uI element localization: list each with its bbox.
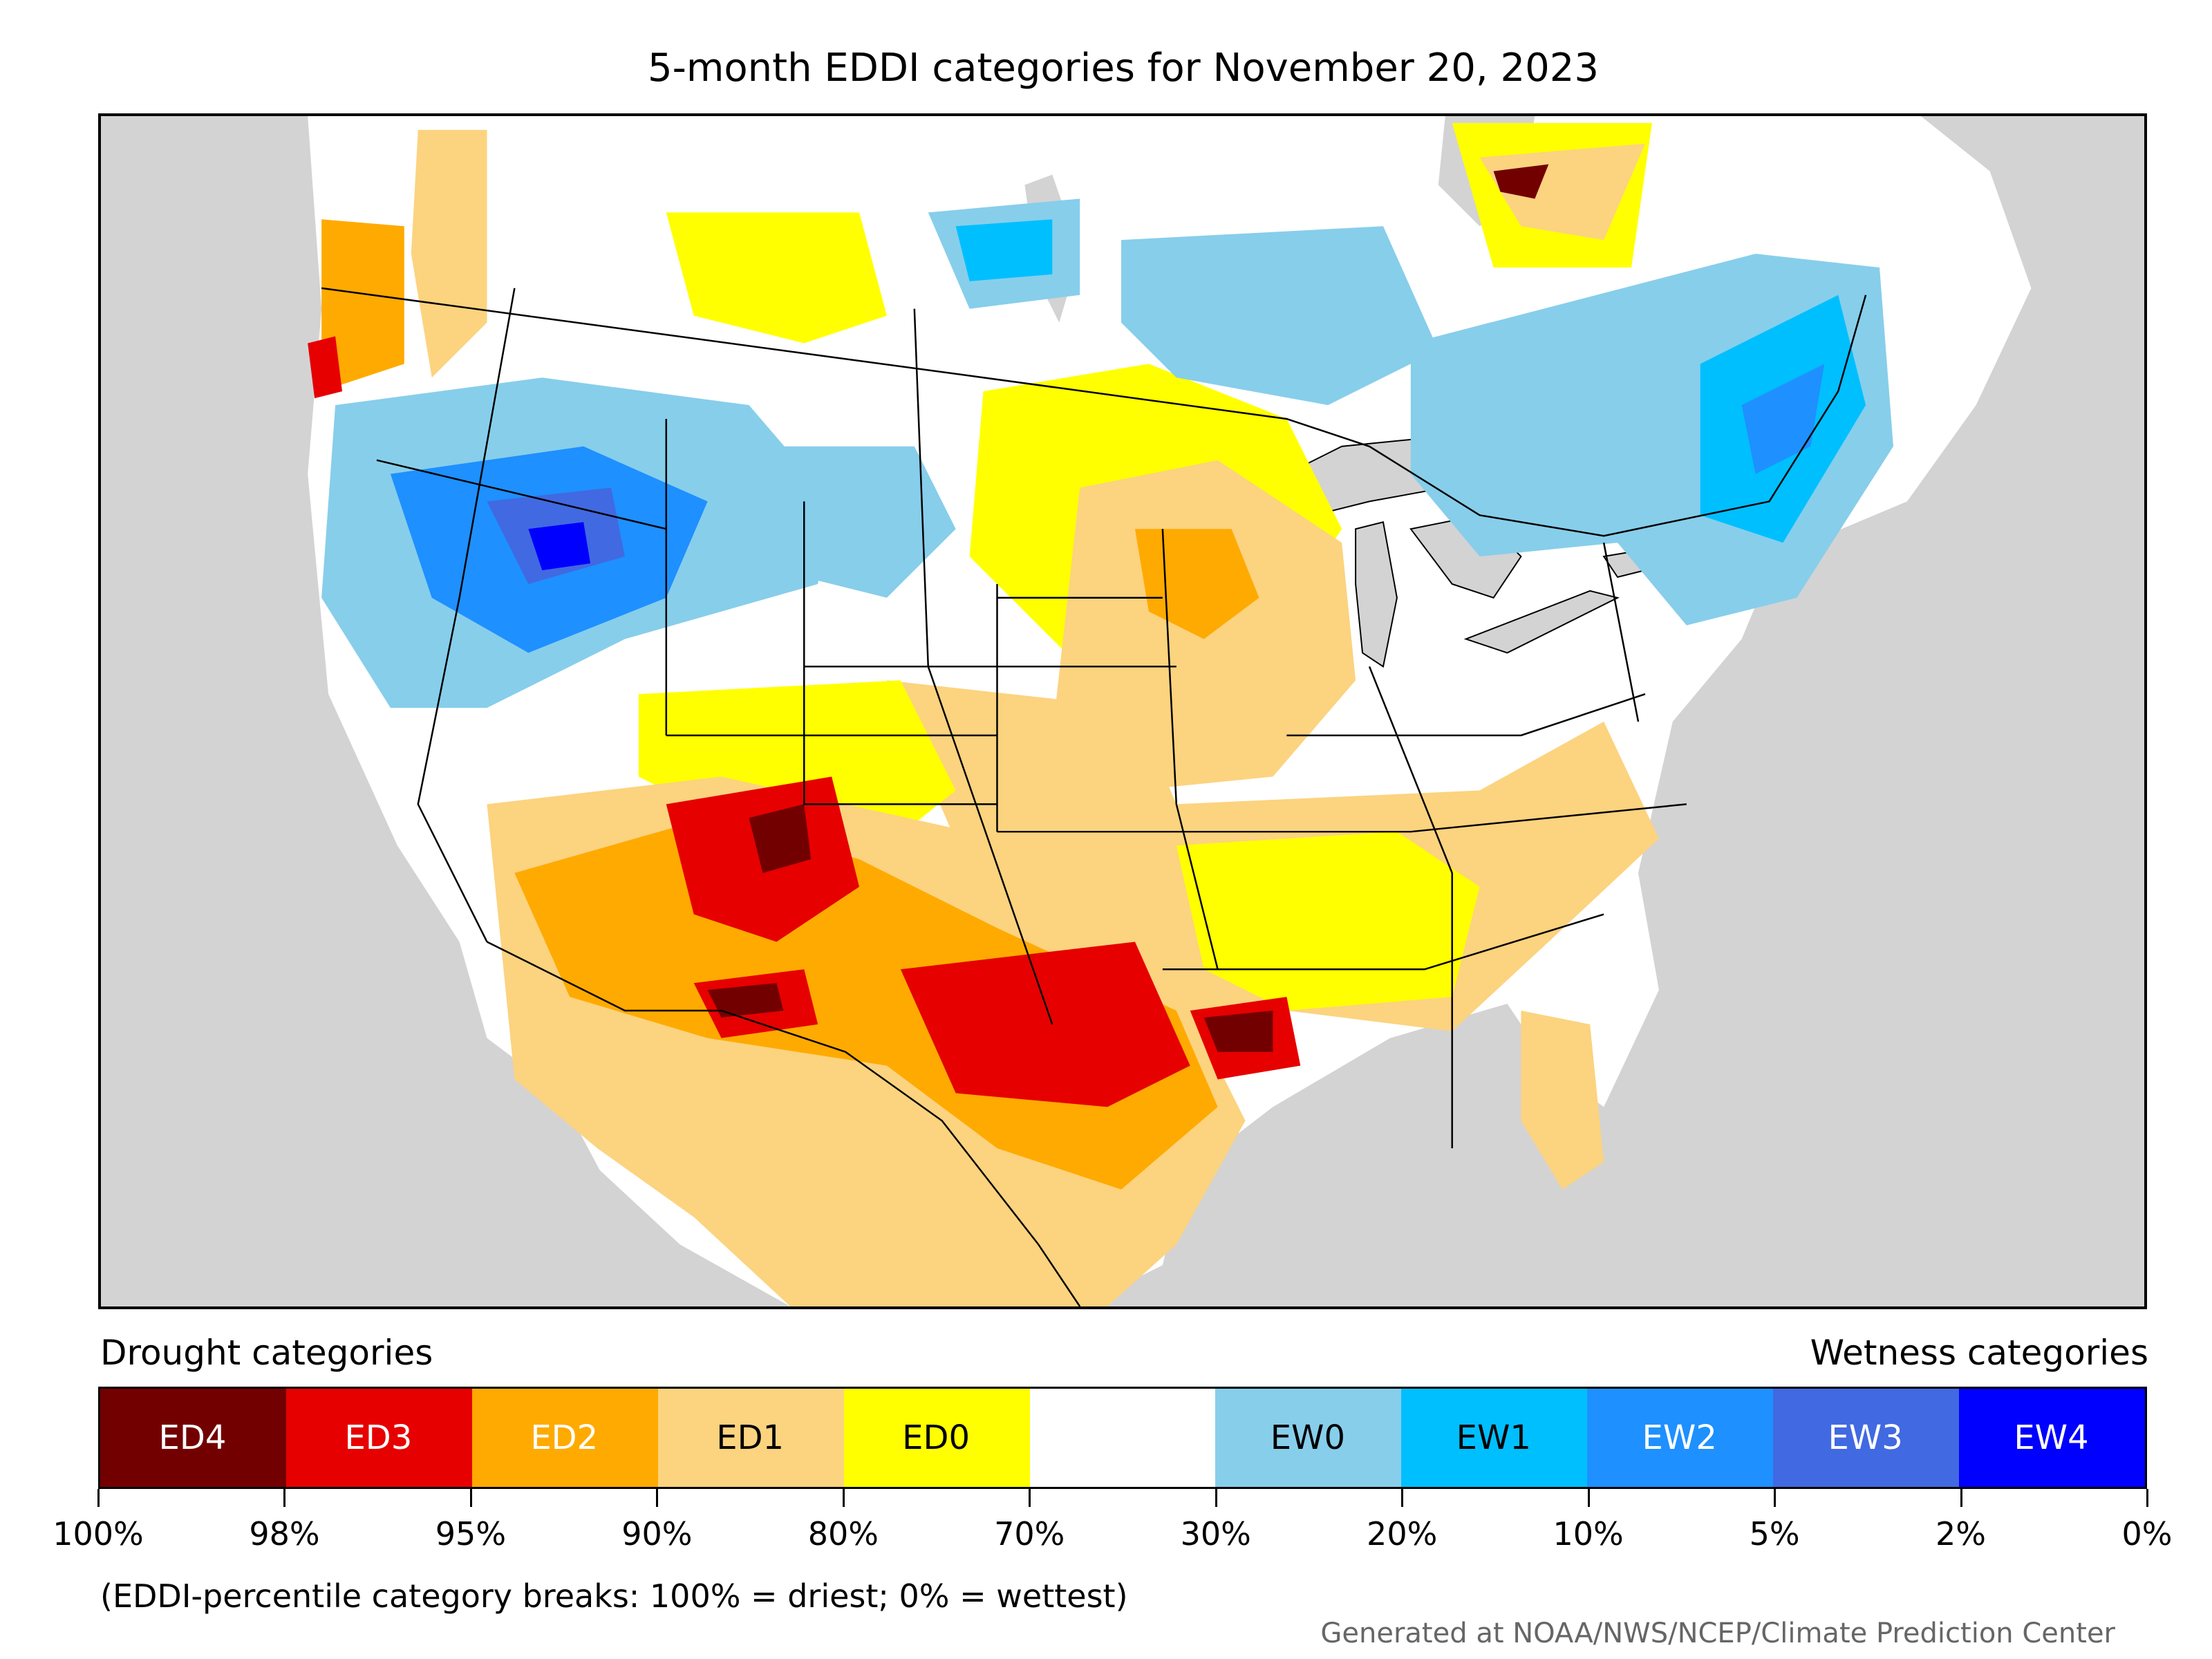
lake-michigan (1355, 521, 1398, 668)
drought-regions (308, 122, 1659, 1306)
category-footnote: (EDDI-percentile category breaks: 100% =… (100, 1577, 1128, 1615)
legend-break-label: 30% (1180, 1515, 1251, 1553)
legend-tick (842, 1489, 845, 1507)
boundaries (321, 287, 1867, 1306)
drought-categories-heading: Drought categories (100, 1333, 433, 1373)
legend-break-label: 70% (994, 1515, 1065, 1553)
legend-cell-ew3: EW3 (1773, 1389, 1960, 1487)
lake-erie (1463, 590, 1620, 654)
wetness-categories-heading: Wetness categories (1810, 1333, 2148, 1373)
legend-break-label: 2% (1936, 1515, 1987, 1553)
legend-tick (1401, 1489, 1404, 1507)
legend-tick (1029, 1489, 1031, 1507)
legend-break-label: 98% (249, 1515, 320, 1553)
legend-break-label: 0% (2121, 1515, 2173, 1553)
legend-cell-ed0: ED0 (843, 1389, 1030, 1487)
us-mexico-border (486, 941, 1081, 1306)
legend-ticks (97, 1489, 2148, 1510)
category-legend: ED4 ED3 ED2 ED1 ED0 EW0 EW1 EW2 EW3 EW4 (98, 1387, 2147, 1489)
legend-cell-ew1: EW1 (1401, 1389, 1588, 1487)
gulf-of-california (487, 1038, 653, 1306)
legend-cell-ew4: EW4 (1959, 1389, 2145, 1487)
legend-cell-ew0: EW0 (1215, 1389, 1402, 1487)
legend-tick (469, 1489, 472, 1507)
legend-tick (1587, 1489, 1590, 1507)
legend-cell-ed2: ED2 (471, 1389, 658, 1487)
wetness-regions (321, 198, 1893, 709)
eddi-map (308, 116, 2032, 1306)
us-canada-border (321, 287, 1867, 537)
legend-tick (2146, 1489, 2148, 1507)
legend-break-label: 5% (1749, 1515, 1800, 1553)
legend-tick (1960, 1489, 1962, 1507)
legend-cell-neutral (1029, 1389, 1216, 1487)
credit-line: Generated at NOAA/NWS/NCEP/Climate Predi… (1320, 1618, 2115, 1649)
legend-cell-ed1: ED1 (657, 1389, 844, 1487)
legend-break-label: 10% (1553, 1515, 1624, 1553)
legend-break-label: 100% (53, 1515, 144, 1553)
legend-tick (656, 1489, 659, 1507)
legend-break-label: 20% (1367, 1515, 1438, 1553)
map-title: 5-month EDDI categories for November 20,… (648, 46, 1599, 91)
legend-tick (1774, 1489, 1777, 1507)
legend-tick (97, 1489, 100, 1507)
legend-break-label: 80% (807, 1515, 879, 1553)
legend-break-label: 90% (621, 1515, 693, 1553)
map-panel (98, 113, 2147, 1309)
legend-cell-ed3: ED3 (285, 1389, 472, 1487)
legend-cell-ed4: ED4 (100, 1389, 286, 1487)
legend-cell-ew2: EW2 (1587, 1389, 1774, 1487)
legend-tick (1215, 1489, 1217, 1507)
legend-break-label: 95% (435, 1515, 507, 1553)
legend-tick (283, 1489, 286, 1507)
